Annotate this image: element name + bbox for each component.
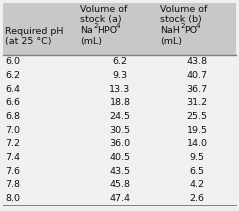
- Text: 7.8: 7.8: [5, 180, 20, 189]
- Text: 18.8: 18.8: [109, 98, 130, 107]
- Text: 6.6: 6.6: [5, 98, 20, 107]
- Text: 6.4: 6.4: [5, 85, 20, 94]
- Text: 6.2: 6.2: [113, 57, 127, 66]
- Text: 40.7: 40.7: [186, 71, 207, 80]
- Text: (mL): (mL): [80, 37, 102, 46]
- Text: 2: 2: [93, 23, 98, 29]
- Text: 13.3: 13.3: [109, 85, 131, 94]
- Text: 2.6: 2.6: [190, 194, 205, 203]
- Text: stock (a): stock (a): [80, 15, 122, 24]
- Text: 24.5: 24.5: [109, 112, 130, 121]
- Text: 9.3: 9.3: [112, 71, 128, 80]
- Text: 40.5: 40.5: [109, 153, 130, 162]
- Text: Volume of: Volume of: [160, 5, 207, 14]
- Text: (mL): (mL): [160, 37, 182, 46]
- Text: 30.5: 30.5: [109, 126, 130, 135]
- Text: Required pH: Required pH: [5, 27, 63, 36]
- Text: Na: Na: [80, 26, 93, 35]
- Text: 14.0: 14.0: [186, 139, 207, 148]
- Text: 31.2: 31.2: [186, 98, 207, 107]
- Text: NaH: NaH: [160, 26, 180, 35]
- Text: 7.2: 7.2: [5, 139, 20, 148]
- Text: 8.0: 8.0: [5, 194, 20, 203]
- Text: 7.6: 7.6: [5, 166, 20, 176]
- Text: 45.8: 45.8: [109, 180, 130, 189]
- Text: Volume of: Volume of: [80, 5, 127, 14]
- Text: 4: 4: [196, 23, 201, 29]
- Text: 47.4: 47.4: [109, 194, 130, 203]
- Text: HPO: HPO: [98, 26, 118, 35]
- Text: 6.5: 6.5: [190, 166, 205, 176]
- Text: 7.4: 7.4: [5, 153, 20, 162]
- Text: 2: 2: [180, 23, 185, 29]
- Text: 7.0: 7.0: [5, 126, 20, 135]
- Text: 43.8: 43.8: [186, 57, 207, 66]
- Text: 6.8: 6.8: [5, 112, 20, 121]
- Text: 9.5: 9.5: [190, 153, 205, 162]
- Text: 36.7: 36.7: [186, 85, 207, 94]
- Text: 4.2: 4.2: [190, 180, 205, 189]
- Bar: [3, 55, 236, 205]
- Text: 25.5: 25.5: [186, 112, 207, 121]
- Text: 19.5: 19.5: [186, 126, 207, 135]
- Text: stock (b): stock (b): [160, 15, 202, 24]
- Text: 43.5: 43.5: [109, 166, 130, 176]
- Text: PO: PO: [185, 26, 198, 35]
- Text: 6.2: 6.2: [5, 71, 20, 80]
- Text: (at 25 °C): (at 25 °C): [5, 37, 51, 46]
- Text: 4: 4: [116, 23, 121, 29]
- Text: 36.0: 36.0: [109, 139, 130, 148]
- Bar: [3, 3, 236, 55]
- Text: 6.0: 6.0: [5, 57, 20, 66]
